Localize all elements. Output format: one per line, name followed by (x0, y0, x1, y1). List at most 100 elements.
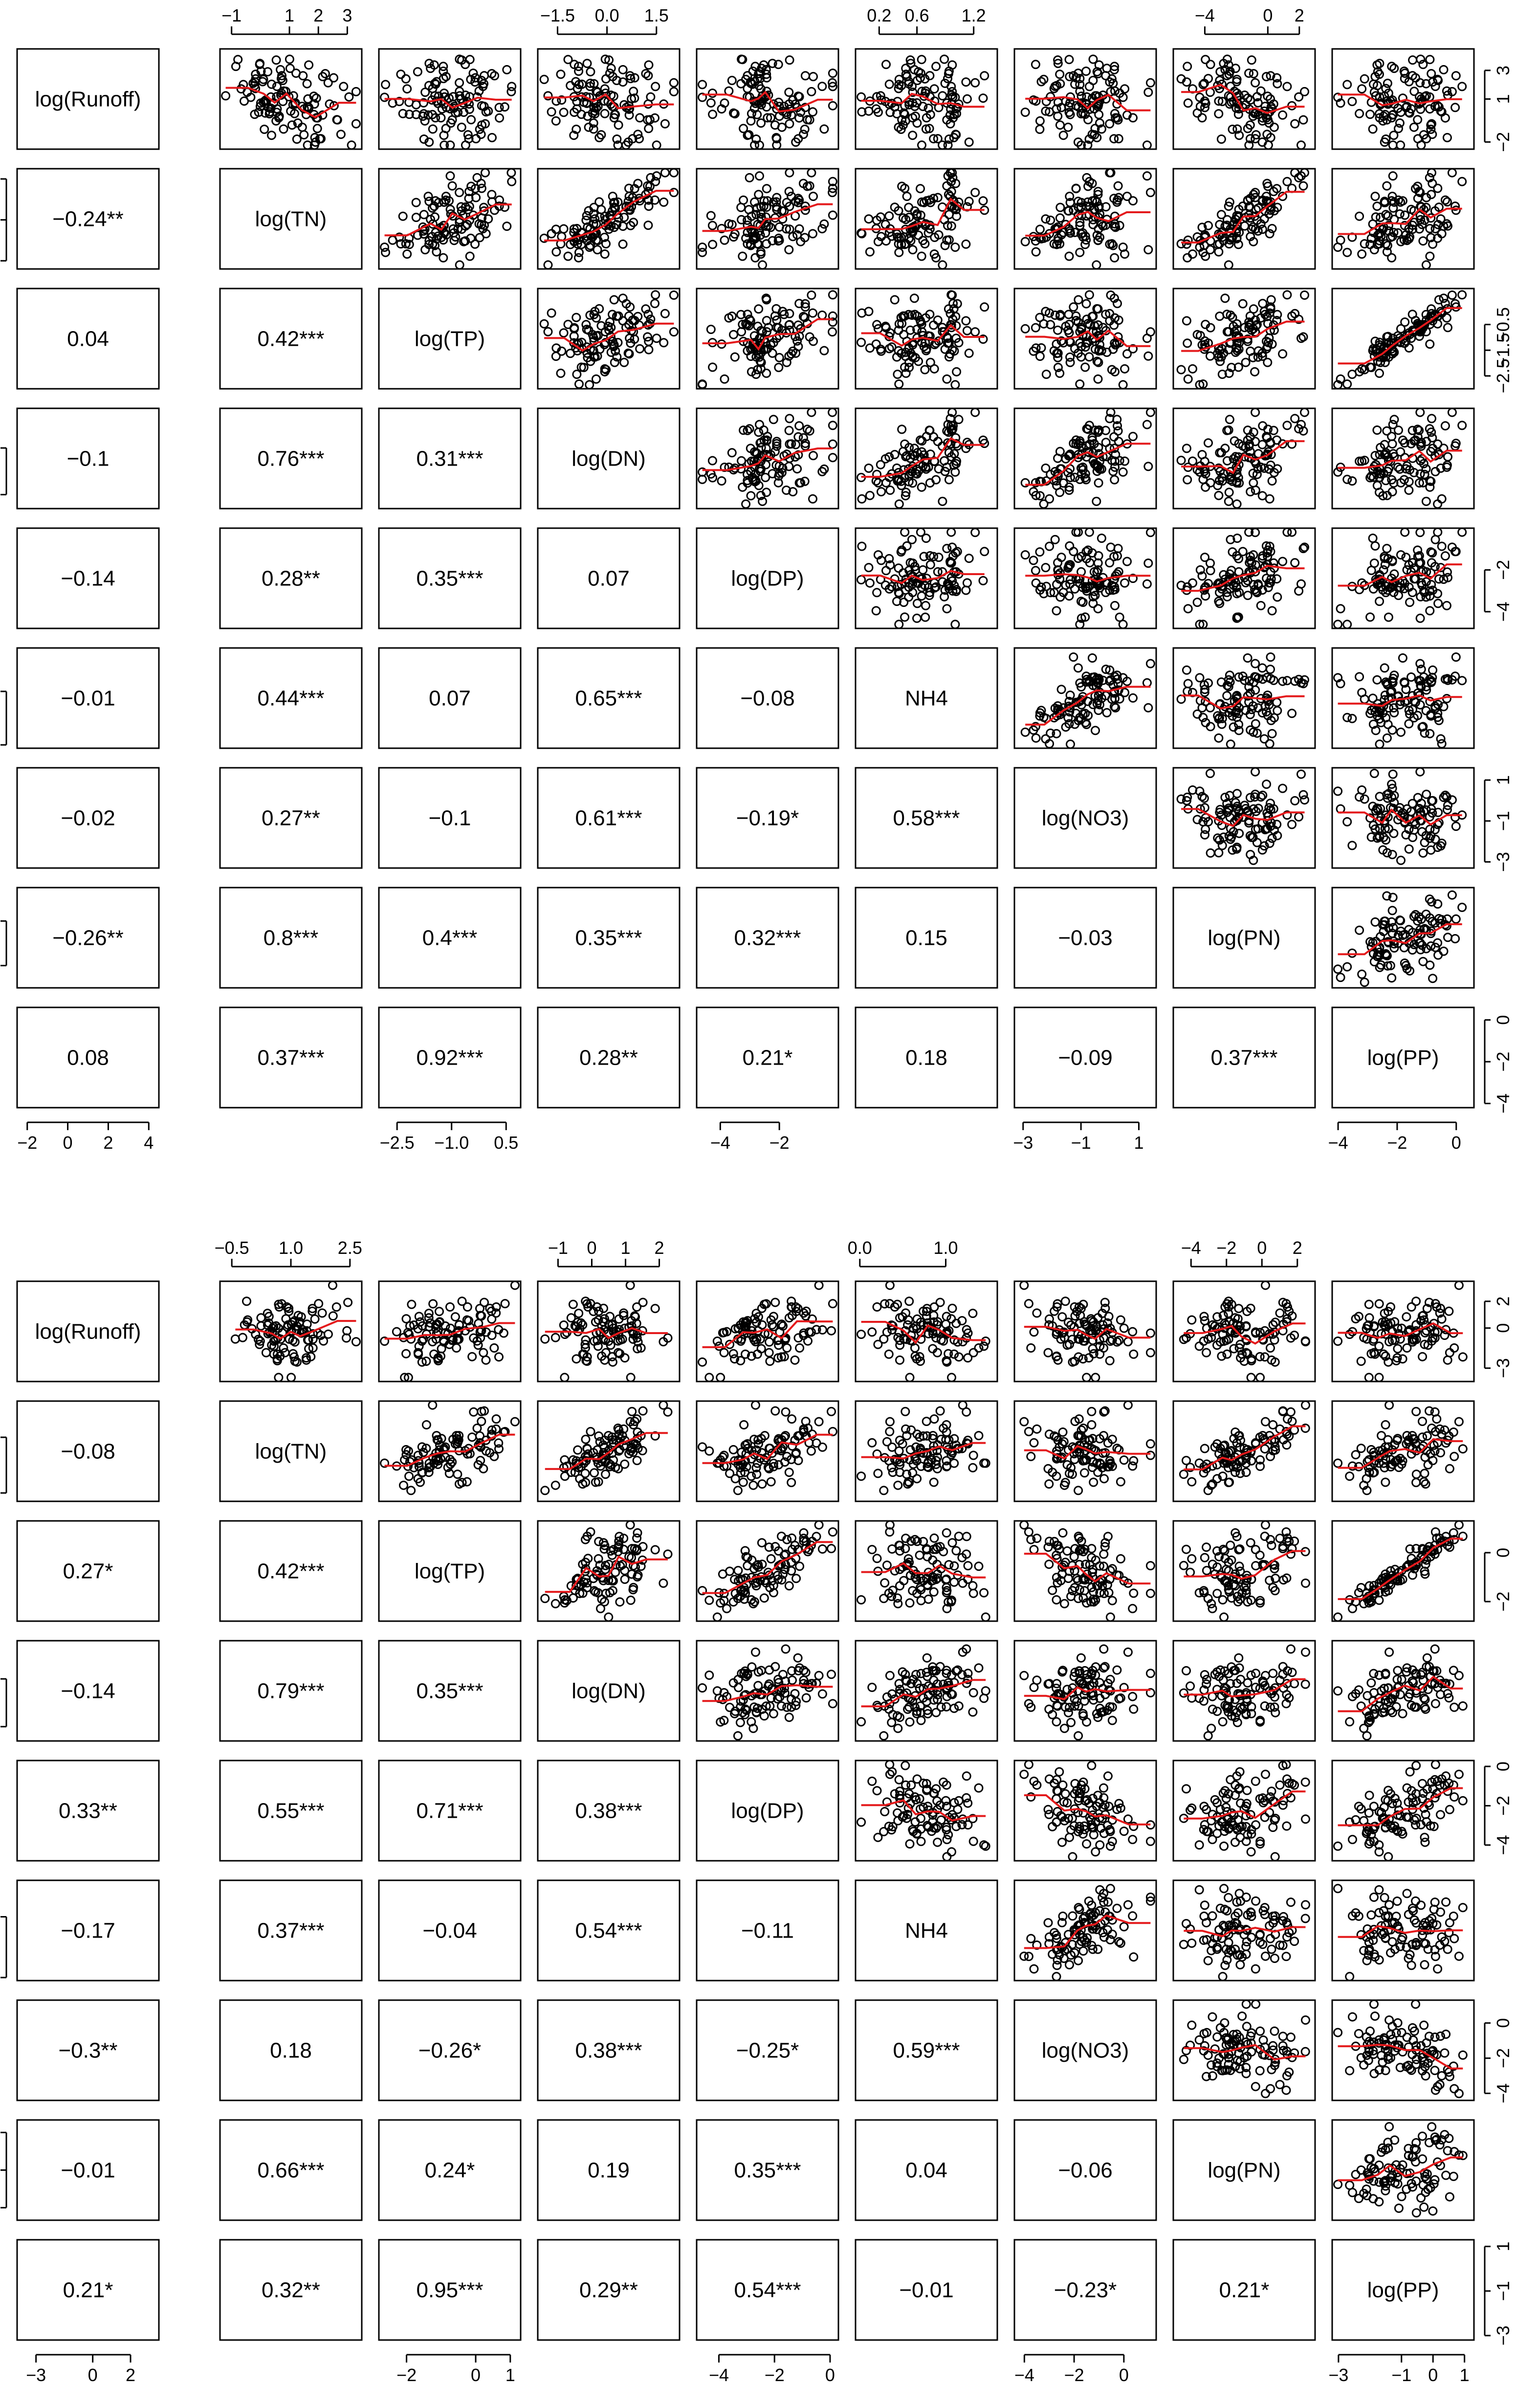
data-point (1071, 311, 1081, 321)
data-point (481, 168, 490, 178)
data-point (865, 491, 875, 500)
data-point (1055, 213, 1065, 223)
data-point (423, 110, 433, 120)
data-point (914, 467, 923, 476)
data-point (500, 1299, 510, 1309)
data-point (1092, 699, 1102, 709)
data-point (908, 558, 918, 568)
data-point (1382, 679, 1392, 689)
panel-6-3: 0.07 (378, 647, 522, 749)
data-point (1093, 235, 1103, 245)
data-point (947, 290, 957, 300)
data-point (1300, 542, 1309, 552)
data-point (450, 1312, 460, 1322)
data-point (1425, 482, 1435, 492)
data-point (1434, 450, 1444, 459)
data-point (1226, 535, 1235, 544)
data-point (1396, 727, 1406, 737)
data-point (1105, 239, 1115, 249)
data-point (761, 222, 771, 231)
data-point (1113, 181, 1123, 191)
data-point (800, 124, 810, 134)
data-point (1399, 475, 1409, 485)
data-point (445, 171, 455, 181)
data-point (1368, 719, 1378, 729)
panel-frame (855, 887, 998, 989)
data-point (1421, 464, 1431, 474)
panel-frame (855, 527, 998, 629)
correlation-value: −0.08 (740, 687, 794, 711)
data-point (708, 240, 718, 249)
data-point (1183, 475, 1192, 485)
data-point (398, 109, 408, 118)
data-point (698, 247, 707, 257)
data-point (1415, 407, 1425, 417)
data-point (751, 210, 761, 220)
data-point (652, 140, 661, 150)
data-point (403, 1373, 413, 1382)
data-point (1375, 597, 1384, 606)
data-point (1265, 494, 1274, 504)
data-point (787, 110, 796, 120)
data-point (750, 62, 760, 71)
data-point (556, 368, 566, 378)
data-point (1372, 60, 1382, 70)
data-point (1258, 299, 1268, 309)
data-point (1399, 943, 1409, 953)
panel-frame (1172, 887, 1316, 989)
data-point (908, 245, 918, 255)
data-point (643, 71, 653, 81)
data-point (890, 450, 900, 459)
data-point (1251, 719, 1260, 729)
data-point (581, 215, 591, 225)
data-point (1249, 69, 1258, 79)
data-point (1457, 421, 1467, 430)
data-point (1217, 841, 1227, 850)
data-point (1201, 591, 1210, 601)
data-point (1176, 239, 1186, 248)
data-point (1425, 223, 1435, 233)
data-point (1224, 260, 1233, 270)
panel-1-3 (378, 1280, 522, 1382)
data-point (1430, 825, 1440, 834)
data-point (1425, 339, 1435, 349)
data-point (436, 113, 446, 123)
correlation-value: −0.19* (736, 806, 799, 830)
data-point (946, 104, 956, 114)
data-point (1389, 197, 1399, 207)
data-point (893, 369, 902, 379)
data-point (1409, 122, 1419, 132)
data-point (743, 338, 752, 348)
data-point (1388, 892, 1398, 902)
lowess-smoother (702, 318, 833, 351)
data-point (669, 327, 679, 337)
panel-5-8 (1172, 527, 1316, 629)
data-point (1198, 474, 1208, 484)
data-point (593, 245, 602, 255)
data-point (1094, 425, 1104, 435)
data-point (918, 236, 928, 245)
data-point (872, 469, 882, 479)
data-point (1278, 676, 1288, 686)
data-point (402, 84, 412, 94)
data-point (1251, 767, 1260, 777)
data-point (1396, 140, 1406, 150)
data-point (931, 253, 941, 263)
data-point (759, 435, 769, 445)
panel-5-4: 0.07 (537, 527, 681, 629)
panel-3-3: log(TP) (378, 288, 522, 390)
data-point (1113, 299, 1122, 309)
lowess-smoother (1181, 564, 1305, 592)
data-point (625, 1280, 635, 1290)
data-point (242, 1296, 251, 1306)
data-point (626, 1373, 636, 1382)
data-point (707, 221, 717, 230)
data-point (551, 247, 561, 257)
pairs-matrix-bottom: log(Runoff) −0.08 log(TN) 0.27* 0.42*** log(T… (0, 1232, 1516, 2406)
data-point (1376, 98, 1386, 108)
panel-4-1: −0.1 (16, 407, 160, 510)
data-point (559, 108, 569, 117)
panel-frame (1172, 168, 1316, 270)
data-point (938, 140, 947, 150)
tick-label: −2 (1493, 560, 1513, 580)
